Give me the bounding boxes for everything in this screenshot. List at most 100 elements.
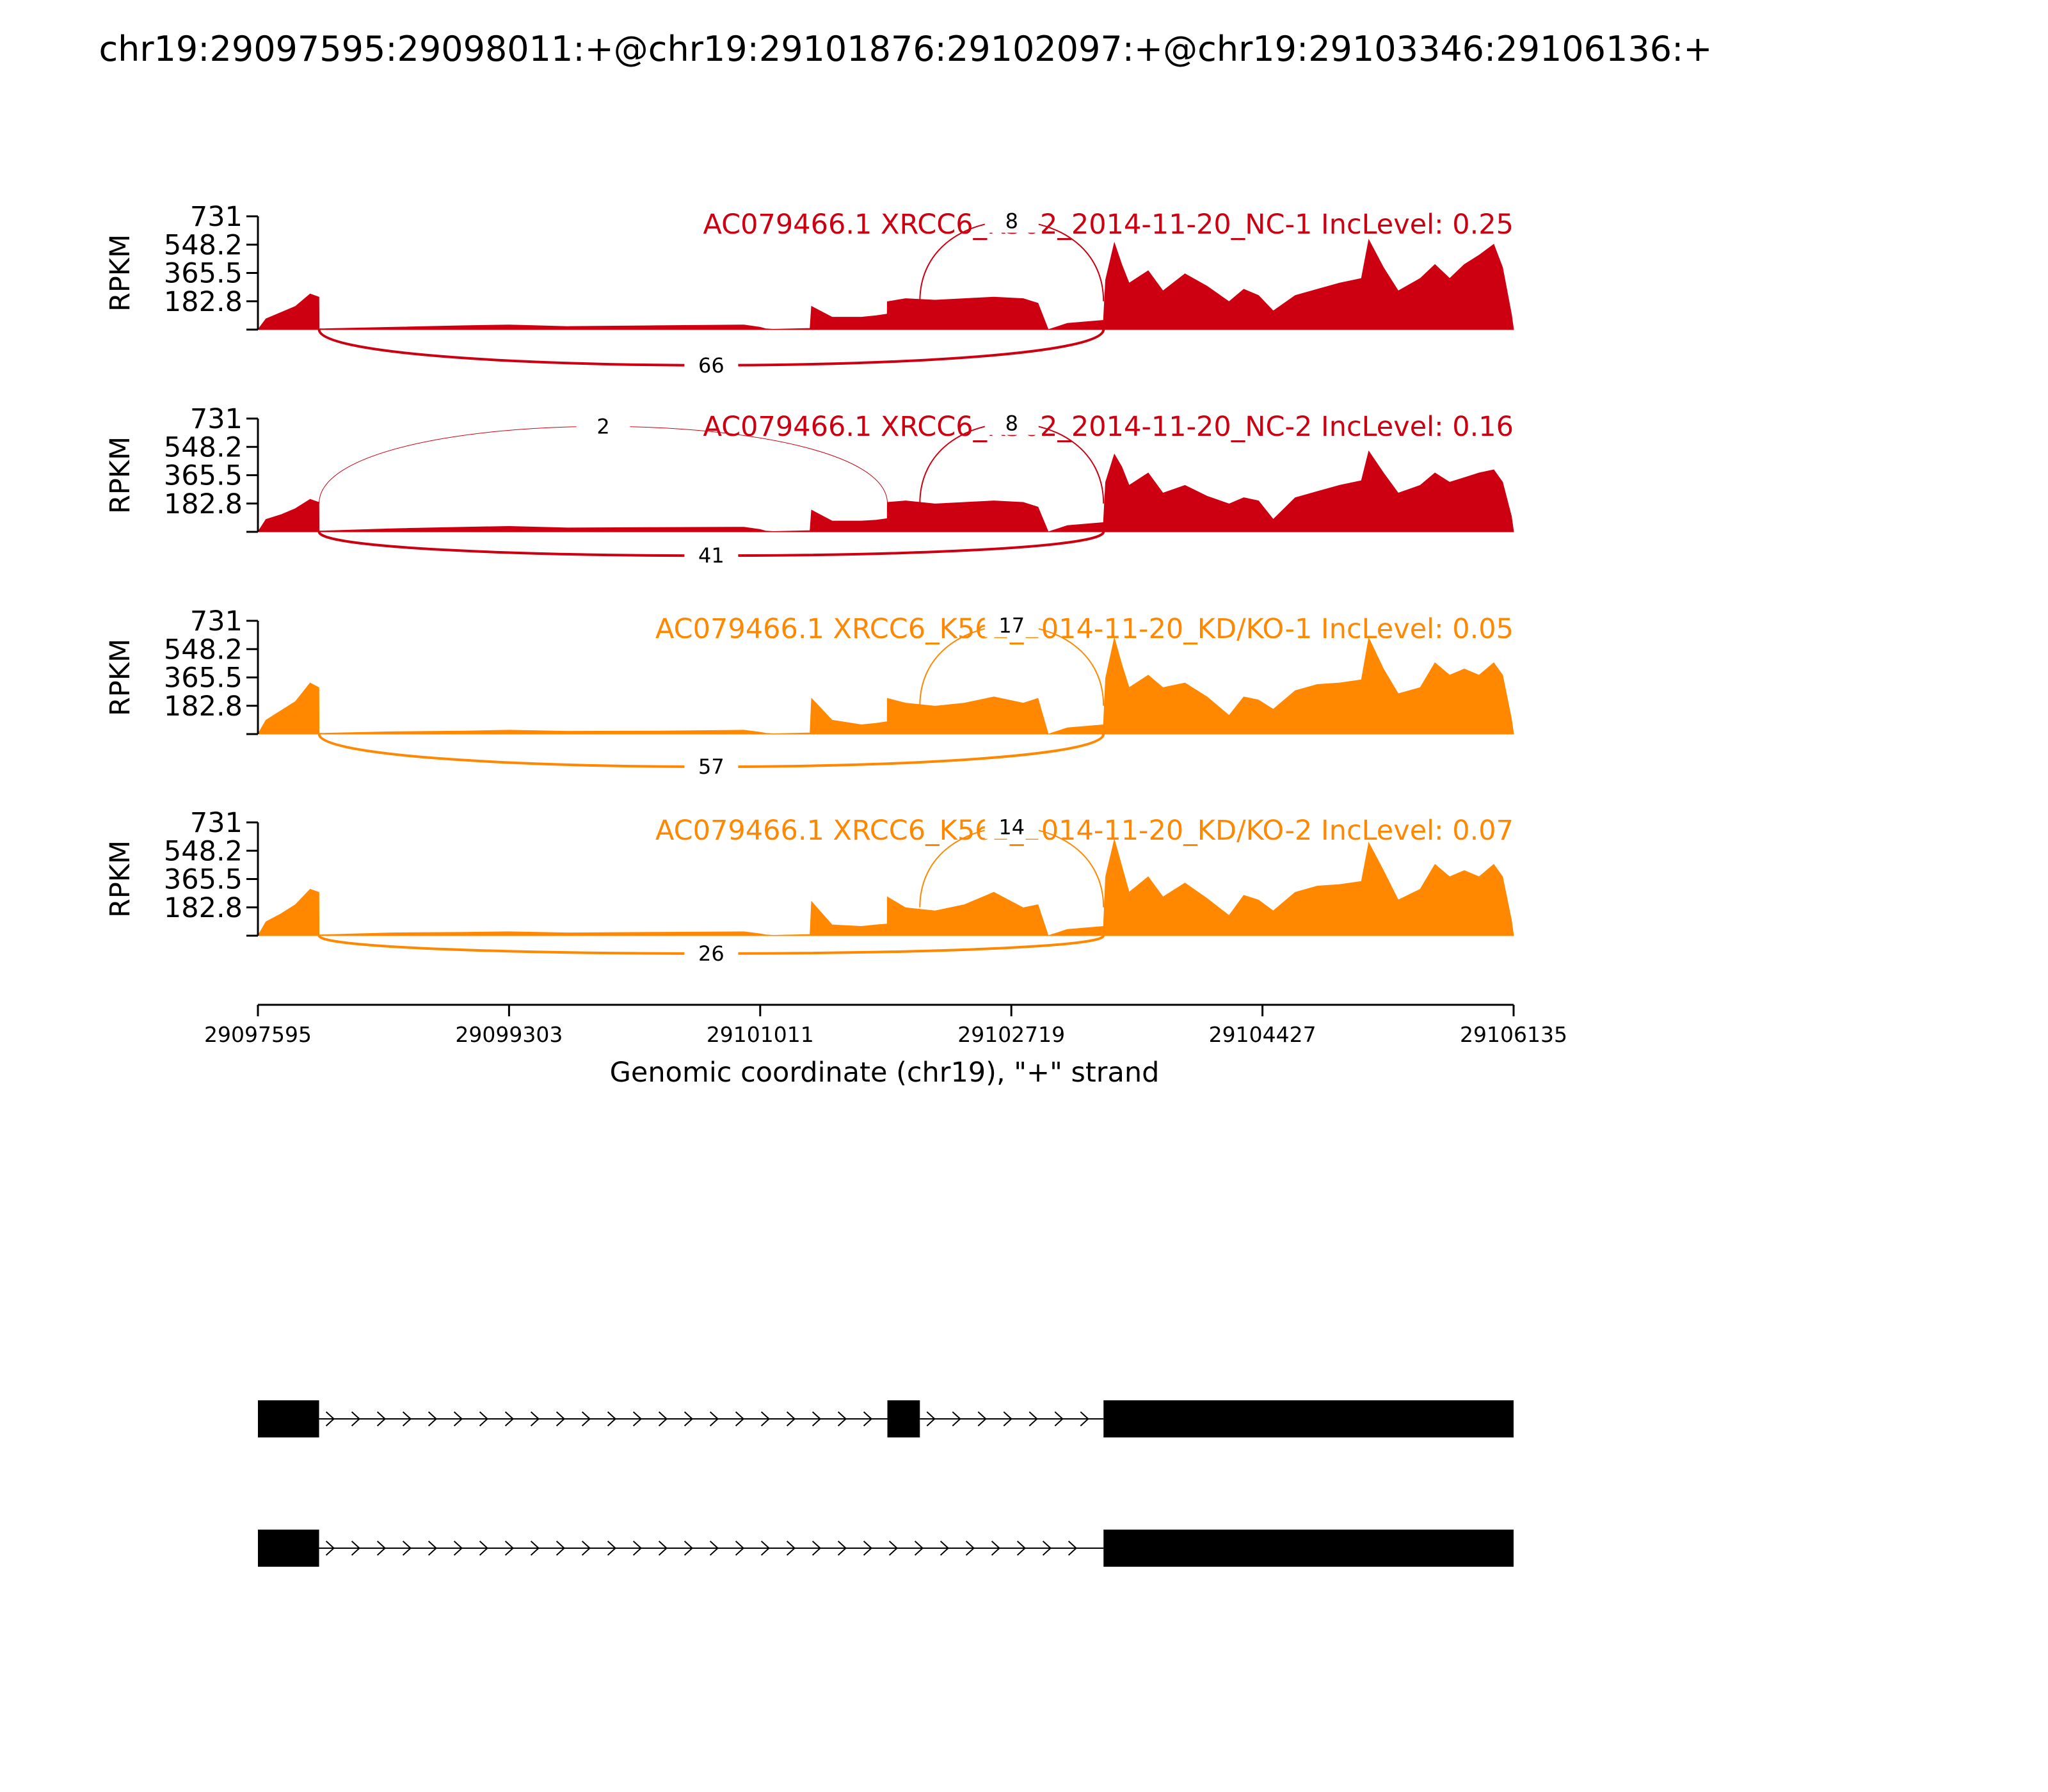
strand-arrow bbox=[607, 1540, 617, 1556]
x-axis: 29097595 29099303 29101011 29102719 29104427… bbox=[204, 1004, 1567, 1047]
strand-arrow bbox=[632, 1540, 643, 1556]
strand-arrow bbox=[786, 1540, 796, 1556]
exon-block bbox=[1103, 1530, 1514, 1567]
strand-arrow bbox=[658, 1540, 668, 1556]
strand-arrow bbox=[530, 1540, 540, 1556]
strand-arrow bbox=[1016, 1540, 1027, 1556]
y-tick-label: 731 bbox=[190, 605, 243, 637]
strand-arrow bbox=[735, 1540, 745, 1556]
y-tick-label: 365.5 bbox=[164, 864, 243, 896]
strand-arrow bbox=[556, 1540, 566, 1556]
strand-arrow bbox=[812, 1540, 822, 1556]
junction-count: 8 bbox=[1005, 412, 1018, 436]
junction-count-box bbox=[984, 207, 1039, 233]
strand-arrow bbox=[632, 1411, 643, 1427]
junction-count-box bbox=[984, 813, 1039, 839]
isoform bbox=[258, 1530, 1514, 1567]
strand-arrow bbox=[556, 1411, 566, 1427]
junction-count: 8 bbox=[1005, 209, 1018, 234]
strand-arrow bbox=[837, 1411, 847, 1427]
x-tick-label: 29101011 bbox=[707, 1022, 814, 1047]
y-tick-label: 182.8 bbox=[164, 286, 243, 318]
strand-arrow bbox=[888, 1540, 899, 1556]
strand-arrow bbox=[952, 1411, 961, 1427]
strand-arrow bbox=[428, 1540, 438, 1556]
junction-count-box bbox=[684, 541, 739, 568]
y-tick-label: 182.8 bbox=[164, 892, 243, 924]
exon-block bbox=[1103, 1400, 1514, 1437]
junction-count: 2 bbox=[596, 414, 609, 438]
strand-arrow bbox=[453, 1540, 463, 1556]
coverage-area bbox=[257, 239, 1514, 330]
coverage-area bbox=[257, 839, 1514, 936]
strand-arrow bbox=[786, 1411, 796, 1427]
strand-arrow bbox=[325, 1411, 335, 1427]
strand-arrow bbox=[351, 1540, 361, 1556]
y-axis-label: RPKM bbox=[104, 639, 136, 716]
strand-arrow bbox=[325, 1540, 335, 1556]
strand-arrow bbox=[709, 1411, 719, 1427]
strand-arrow bbox=[1003, 1411, 1012, 1427]
strand-arrow bbox=[991, 1540, 1001, 1556]
x-tick-label: 29104427 bbox=[1209, 1022, 1316, 1047]
isoform bbox=[258, 1400, 1514, 1437]
strand-arrow bbox=[402, 1540, 412, 1556]
strand-arrow bbox=[837, 1540, 847, 1556]
y-tick-label: 182.8 bbox=[164, 691, 243, 723]
y-tick-label: 731 bbox=[190, 403, 243, 435]
strand-arrow bbox=[1054, 1411, 1064, 1427]
strand-arrow bbox=[376, 1540, 387, 1556]
exon-block bbox=[258, 1400, 319, 1437]
series-name: AC079466.1 XRCC6_K562_2014-11-20_NC-2 In… bbox=[703, 411, 1514, 443]
strand-arrow bbox=[1068, 1540, 1078, 1556]
strand-arrow bbox=[530, 1411, 540, 1427]
junction-count-box bbox=[684, 351, 739, 377]
junction-count-box bbox=[576, 412, 630, 438]
strand-arrow bbox=[453, 1411, 463, 1427]
strand-arrow bbox=[581, 1411, 591, 1427]
strand-arrow bbox=[914, 1540, 924, 1556]
chart-title: chr19:29097595:29098011:+@chr19:29101876… bbox=[99, 29, 1712, 69]
y-tick-label: 731 bbox=[190, 807, 243, 839]
junction-count: 17 bbox=[998, 614, 1025, 638]
strand-arrow bbox=[581, 1540, 591, 1556]
strand-arrow bbox=[607, 1411, 617, 1427]
strand-arrow bbox=[479, 1540, 489, 1556]
strand-arrow bbox=[940, 1540, 950, 1556]
strand-arrow bbox=[376, 1411, 387, 1427]
strand-arrow bbox=[977, 1411, 987, 1427]
strand-arrow bbox=[812, 1411, 822, 1427]
strand-arrow bbox=[684, 1411, 694, 1427]
strand-arrow bbox=[504, 1540, 515, 1556]
series-name: AC079466.1 XRCC6_K562_2014-11-20_KD/KO-2… bbox=[655, 815, 1514, 847]
y-tick-label: 365.5 bbox=[164, 460, 243, 492]
junction-count-box bbox=[684, 939, 739, 965]
coverage-area bbox=[257, 637, 1514, 735]
strand-arrow bbox=[1080, 1411, 1089, 1427]
strand-arrow bbox=[709, 1540, 719, 1556]
x-tick-label: 29102719 bbox=[957, 1022, 1065, 1047]
x-tick-label: 29106135 bbox=[1460, 1022, 1567, 1047]
y-axis-label: RPKM bbox=[104, 436, 136, 514]
x-tick-label: 29097595 bbox=[204, 1022, 312, 1047]
strand-arrow bbox=[926, 1411, 936, 1427]
strand-arrow bbox=[760, 1540, 771, 1556]
y-tick-label: 731 bbox=[190, 201, 243, 233]
y-tick-label: 548.2 bbox=[164, 634, 243, 666]
junction-count: 57 bbox=[698, 755, 724, 779]
strand-arrow bbox=[863, 1540, 873, 1556]
coverage-area bbox=[257, 450, 1514, 532]
strand-arrow bbox=[351, 1411, 361, 1427]
junction-count: 41 bbox=[698, 543, 724, 568]
strand-arrow bbox=[965, 1540, 975, 1556]
exon-block bbox=[258, 1530, 319, 1567]
x-axis-label: Genomic coordinate (chr19), "+" strand bbox=[610, 1057, 1160, 1089]
strand-arrow bbox=[479, 1411, 489, 1427]
strand-arrow bbox=[504, 1411, 515, 1427]
series-name: AC079466.1 XRCC6_K562_2014-11-20_NC-1 In… bbox=[703, 209, 1514, 241]
